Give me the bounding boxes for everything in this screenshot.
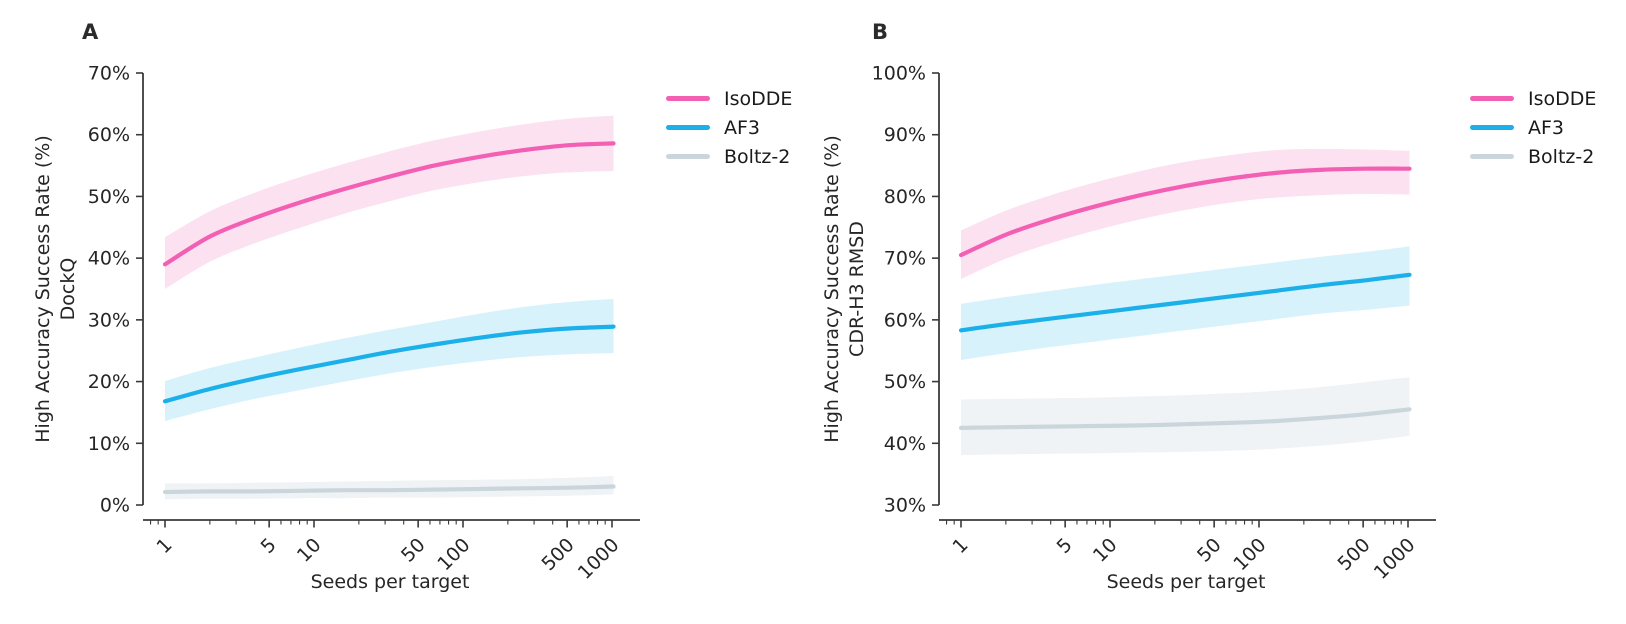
y-tick-label: 80% xyxy=(884,186,926,208)
Boltz-2-line xyxy=(958,407,1412,430)
panel-a-legend: IsoDDE AF3 Boltz-2 xyxy=(666,84,792,171)
y-tick-label: 40% xyxy=(88,248,130,270)
isodde-line-swatch xyxy=(666,96,710,101)
legend-label: IsoDDE xyxy=(1528,87,1597,110)
y-tick-label: 40% xyxy=(884,433,926,455)
x-tick-label: 5 xyxy=(257,534,281,558)
AF3-line xyxy=(958,272,1412,333)
x-tick-label: 50 xyxy=(1193,534,1226,567)
y-tick-label: 50% xyxy=(884,371,926,393)
y-tick-label: 30% xyxy=(884,495,926,517)
boltz2-line-swatch xyxy=(666,154,710,159)
x-tick-label: 100 xyxy=(1229,534,1270,575)
y-tick-label: 30% xyxy=(88,309,130,331)
AF3-band xyxy=(165,298,614,422)
x-tick-label: 1 xyxy=(948,534,972,558)
x-tick-label: 10 xyxy=(1089,534,1122,567)
IsoDDE-line xyxy=(958,166,1412,258)
y-tick-label: 50% xyxy=(88,186,130,208)
legend-label: AF3 xyxy=(724,116,761,139)
legend-label: AF3 xyxy=(1528,116,1565,139)
x-tick-label: 10 xyxy=(293,534,326,567)
isodde-line-swatch xyxy=(1470,96,1514,101)
AF3-line xyxy=(162,324,616,404)
Boltz-2-band xyxy=(961,377,1410,455)
IsoDDE-line xyxy=(162,141,616,267)
Boltz-2-band xyxy=(165,476,614,500)
y-tick-label: 60% xyxy=(88,124,130,146)
af3-line-swatch xyxy=(666,125,710,130)
af3-line-swatch xyxy=(1470,125,1514,130)
legend-item: Boltz-2 xyxy=(666,142,792,171)
panel-a-x-axis-title: Seeds per target xyxy=(310,571,470,593)
legend-item: AF3 xyxy=(666,113,792,142)
panel-b-letter: B xyxy=(872,20,889,44)
legend-item: IsoDDE xyxy=(1470,84,1596,113)
IsoDDE-band xyxy=(165,115,614,289)
x-tick-label: 500 xyxy=(537,534,578,575)
x-tick-label: 500 xyxy=(1333,534,1374,575)
series-lines xyxy=(958,166,1412,430)
panel-a-letter: A xyxy=(82,20,99,44)
y-tick-label: 90% xyxy=(884,124,926,146)
y-tick-label: 60% xyxy=(884,309,926,331)
y-tick-label: 100% xyxy=(872,63,926,85)
y-tick-label: 70% xyxy=(88,63,130,85)
x-tick-label: 100 xyxy=(433,534,474,575)
y-tick-label: 20% xyxy=(88,371,130,393)
legend-item: AF3 xyxy=(1470,113,1596,142)
panel-b-legend: IsoDDE AF3 Boltz-2 xyxy=(1470,84,1596,171)
series-lines xyxy=(162,141,616,495)
legend-item: IsoDDE xyxy=(666,84,792,113)
panel-b-plot: 30% 40% 50% 60% 70% 80% 90% 100% 1 5 10 50 100 500100… xyxy=(872,63,1436,584)
x-tick-label: 5 xyxy=(1053,534,1077,558)
legend-label: IsoDDE xyxy=(724,87,793,110)
x-tick-label: 1000 xyxy=(1370,534,1420,584)
panel-b-x-axis-title: Seeds per target xyxy=(1106,571,1266,593)
x-tick-label: 1000 xyxy=(574,534,624,584)
y-tick-label: 70% xyxy=(884,248,926,270)
legend-label: Boltz-2 xyxy=(724,145,791,168)
legend-item: Boltz-2 xyxy=(1470,142,1596,171)
IsoDDE-band xyxy=(961,148,1410,280)
x-tick-label: 50 xyxy=(397,534,430,567)
legend-label: Boltz-2 xyxy=(1528,145,1595,168)
boltz2-line-swatch xyxy=(1470,154,1514,159)
y-tick-label: 0% xyxy=(100,495,130,517)
Boltz-2-line xyxy=(162,484,616,495)
confidence-bands xyxy=(165,115,614,500)
y-tick-label: 10% xyxy=(88,433,130,455)
x-tick-label: 1 xyxy=(152,534,176,558)
